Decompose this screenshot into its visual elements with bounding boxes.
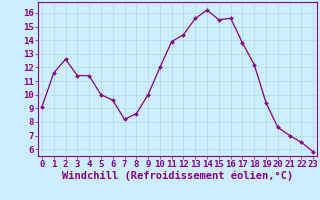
X-axis label: Windchill (Refroidissement éolien,°C): Windchill (Refroidissement éolien,°C) — [62, 171, 293, 181]
